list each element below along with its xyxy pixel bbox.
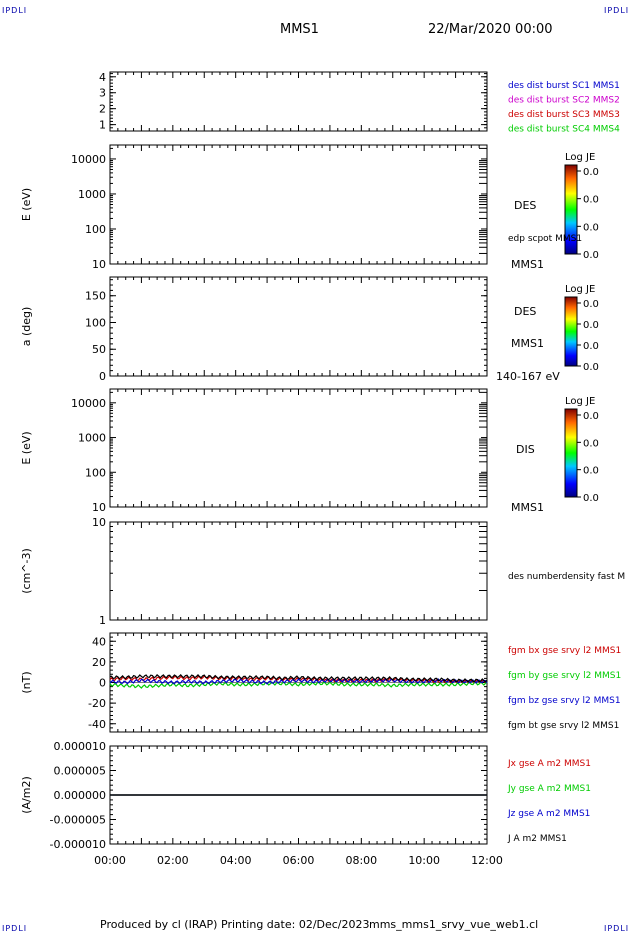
colorbar-des-pitch <box>564 296 578 367</box>
y-tick-label: 100 <box>85 316 106 329</box>
colorbar-title: Log JE <box>565 396 595 407</box>
spacecraft-label: MMS1 <box>511 258 544 271</box>
colorbar-dis-energy <box>564 408 578 498</box>
y-tick-label: 0 <box>99 677 106 690</box>
legend-entry: fgm by gse srvy l2 MMS1 <box>508 671 621 681</box>
panel-frame-dis-energy <box>109 388 488 508</box>
spacecraft-label: MMS1 <box>511 501 544 514</box>
x-tick-label: 08:00 <box>345 854 377 867</box>
legend-entry: des dist burst SC2 MMS2 <box>508 96 620 106</box>
panel-frame-dist-burst <box>109 71 488 132</box>
y-tick-label: 10 <box>92 516 106 529</box>
legend-entry: Jy gse A m2 MMS1 <box>507 784 591 794</box>
y-axis-label: E (eV) <box>20 188 33 221</box>
colorbar-des-energy <box>564 164 578 255</box>
legend-entry: des dist burst SC4 MMS4 <box>508 125 620 135</box>
y-tick-label: 1 <box>99 614 106 627</box>
colorbar-title: Log JE <box>565 152 595 163</box>
y-tick-label: 0.000010 <box>54 740 107 753</box>
y-tick-label: -20 <box>88 697 106 710</box>
colorbar-tick-label: 0.0 <box>583 167 599 178</box>
chart-datetime: 22/Mar/2020 00:00 <box>428 22 553 37</box>
x-tick-label: 02:00 <box>157 854 189 867</box>
y-tick-label: 0 <box>99 370 106 383</box>
panel-frame-des-energy <box>109 144 488 265</box>
panel-frame-density <box>109 521 488 621</box>
colorbar-tick-label: 0.0 <box>583 466 599 477</box>
instrument-label: DES <box>514 199 536 212</box>
overlay-label: edp scpot MMS1 <box>508 234 582 244</box>
y-tick-label: 100 <box>85 466 106 479</box>
colorbar-tick-label: 0.0 <box>583 250 599 261</box>
colorbar-tick-label: 0.0 <box>583 438 599 449</box>
y-tick-label: 1000 <box>78 188 106 201</box>
y-tick-label: 10000 <box>71 153 106 166</box>
energy-range-label: 140-167 eV <box>496 370 560 383</box>
y-tick-label: -0.000010 <box>50 838 106 851</box>
y-tick-label: 10 <box>92 258 106 271</box>
footer-printing-date: Printing date: 02/Dec/2023 <box>221 918 370 931</box>
footer-file-name: mms_mms1_srvy_vue_web1.cl <box>369 918 539 931</box>
y-axis-label: a (deg) <box>20 307 33 347</box>
y-tick-label: -0.000005 <box>50 814 106 827</box>
y-tick-label: 4 <box>99 71 106 84</box>
legend-entry: des numberdensity fast M <box>508 572 625 582</box>
y-tick-label: 50 <box>92 343 106 356</box>
corner-tag-top-left: IPDLI <box>2 6 28 15</box>
instrument-label: DIS <box>516 443 535 456</box>
x-tick-label: 04:00 <box>220 854 252 867</box>
legend-entry: Jz gse A m2 MMS1 <box>507 809 590 819</box>
legend-entry: fgm bt gse srvy l2 MMS1 <box>508 721 619 731</box>
colorbar-tick-label: 0.0 <box>583 222 599 233</box>
legend-entry: fgm bx gse srvy l2 MMS1 <box>508 646 621 656</box>
y-axis-label: (cm^-3) <box>20 548 33 594</box>
x-tick-label: 06:00 <box>283 854 315 867</box>
y-tick-label: 3 <box>99 87 106 100</box>
y-tick-label: 1000 <box>78 432 106 445</box>
y-tick-label: 100 <box>85 223 106 236</box>
panel-frame-des-pitch <box>109 276 488 377</box>
colorbar-tick-label: 0.0 <box>583 493 599 504</box>
colorbar-tick-label: 0.0 <box>583 320 599 331</box>
corner-tag-top-right: IPDLI <box>604 6 630 15</box>
y-axis-label: (A/m2) <box>20 776 33 814</box>
series-line-bz <box>109 678 488 685</box>
y-tick-label: -40 <box>88 718 106 731</box>
colorbar-tick-label: 0.0 <box>583 195 599 206</box>
y-tick-label: 20 <box>92 656 106 669</box>
y-axis-label: E (eV) <box>20 431 33 464</box>
y-tick-label: 1 <box>99 119 106 132</box>
legend-entry: des dist burst SC3 MMS3 <box>508 110 620 120</box>
x-tick-label: 10:00 <box>408 854 440 867</box>
x-tick-label: 00:00 <box>94 854 126 867</box>
y-tick-label: 10 <box>92 501 106 514</box>
x-tick-label: 12:00 <box>471 854 503 867</box>
colorbar-title: Log JE <box>565 284 595 295</box>
y-tick-label: 10000 <box>71 397 106 410</box>
legend-entry: des dist burst SC1 MMS1 <box>508 81 620 91</box>
spacecraft-label: MMS1 <box>511 337 544 350</box>
footer-produced-by: Produced by cl (IRAP) <box>100 918 218 931</box>
colorbar-tick-label: 0.0 <box>583 411 599 422</box>
y-axis-label: (nT) <box>20 671 33 693</box>
corner-tag-bottom-left: IPDLI <box>2 924 28 933</box>
legend-entry: J A m2 MMS1 <box>507 834 567 844</box>
legend-entry: Jx gse A m2 MMS1 <box>507 759 591 769</box>
series-line-bt <box>109 674 488 683</box>
corner-tag-bottom-right: IPDLI <box>604 924 630 933</box>
y-tick-label: 150 <box>85 290 106 303</box>
y-tick-label: 0.000005 <box>54 765 107 778</box>
legend-entry: fgm bz gse srvy l2 MMS1 <box>508 696 621 706</box>
series-line-by <box>109 681 488 689</box>
y-tick-label: 2 <box>99 103 106 116</box>
colorbar-tick-label: 0.0 <box>583 299 599 310</box>
colorbar-tick-label: 0.0 <box>583 341 599 352</box>
chart-title: MMS1 <box>280 22 319 37</box>
y-tick-label: 40 <box>92 635 106 648</box>
y-tick-label: 0.000000 <box>54 789 107 802</box>
colorbar-tick-label: 0.0 <box>583 362 599 373</box>
instrument-label: DES <box>514 305 536 318</box>
